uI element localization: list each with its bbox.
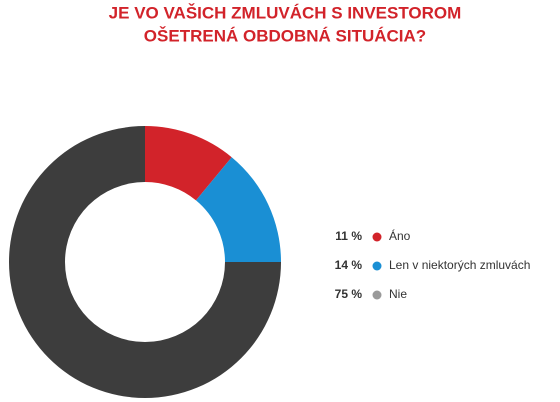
donut-segment — [145, 126, 232, 201]
legend-value: 75 % — [335, 287, 363, 301]
chart-title: OŠETRENÁ OBDOBNÁ SITUÁCIA? — [144, 26, 426, 45]
donut-segment — [195, 157, 281, 262]
donut-segment — [9, 126, 281, 398]
legend-value: 14 % — [335, 258, 363, 272]
legend-label: Nie — [389, 287, 407, 301]
legend-marker — [372, 290, 382, 300]
legend-marker — [372, 261, 382, 271]
legend-label: Áno — [389, 228, 411, 243]
chart-title: JE VO VAŠICH ZMLUVÁCH S INVESTOROM — [109, 3, 462, 22]
legend-marker — [372, 232, 382, 242]
legend-label: Len v niektorých zmluvách — [389, 258, 530, 272]
legend-value: 11 % — [335, 229, 362, 243]
